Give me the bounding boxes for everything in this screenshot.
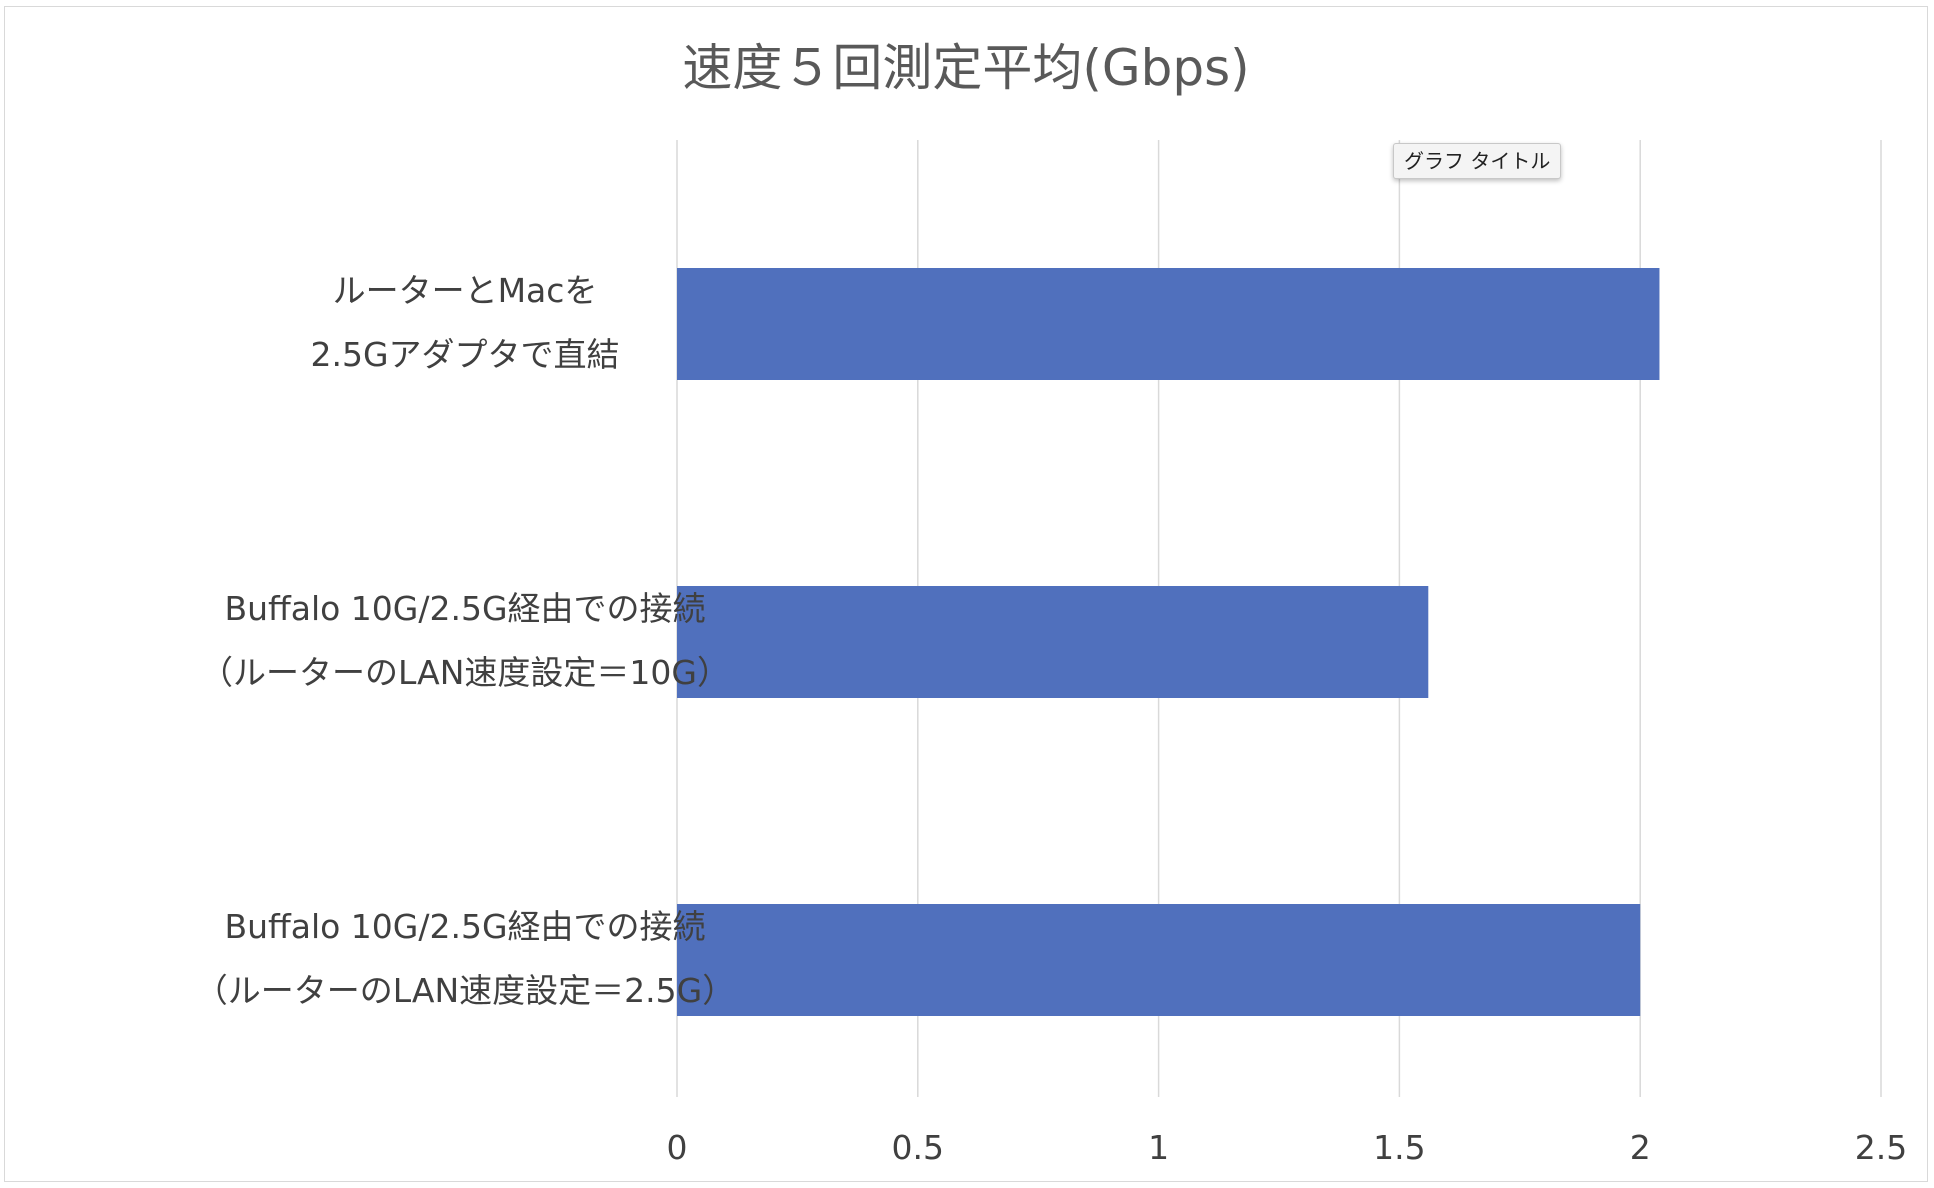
- category-label-0-line-1: 2.5Gアダプタで直結: [310, 335, 619, 374]
- category-labels: ルーターとMacを 2.5Gアダプタで直結 Buffalo 10G/2.5G経由での…: [195, 271, 735, 1010]
- chart-title-tooltip: グラフ タイトル: [1393, 143, 1562, 179]
- x-tick-label-2: 1: [1148, 1128, 1169, 1167]
- bars: [677, 268, 1660, 1016]
- x-tick-label-4: 2: [1630, 1128, 1651, 1167]
- bar-2[interactable]: [677, 904, 1641, 1016]
- x-tick-label-0: 0: [667, 1128, 688, 1167]
- bar-1[interactable]: [677, 586, 1429, 698]
- category-label-1-line-0: Buffalo 10G/2.5G経由での接続: [224, 589, 705, 628]
- chart-title[interactable]: 速度５回測定平均(Gbps): [682, 39, 1249, 97]
- category-label-2-line-0: Buffalo 10G/2.5G経由での接続: [224, 907, 705, 946]
- x-tick-label-1: 0.5: [892, 1128, 944, 1167]
- x-tick-label-3: 1.5: [1373, 1128, 1425, 1167]
- x-axis-tick-labels: 0 0.5 1 1.5 2 2.5: [667, 1128, 1908, 1167]
- category-label-2-line-1: （ルーターのLAN速度設定＝2.5G）: [195, 971, 735, 1010]
- category-label-0-line-0: ルーターとMacを: [333, 271, 598, 310]
- category-label-1-line-1: （ルーターのLAN速度設定＝10G）: [200, 653, 730, 692]
- bar-0[interactable]: [677, 268, 1660, 380]
- x-tick-label-5: 2.5: [1855, 1128, 1907, 1167]
